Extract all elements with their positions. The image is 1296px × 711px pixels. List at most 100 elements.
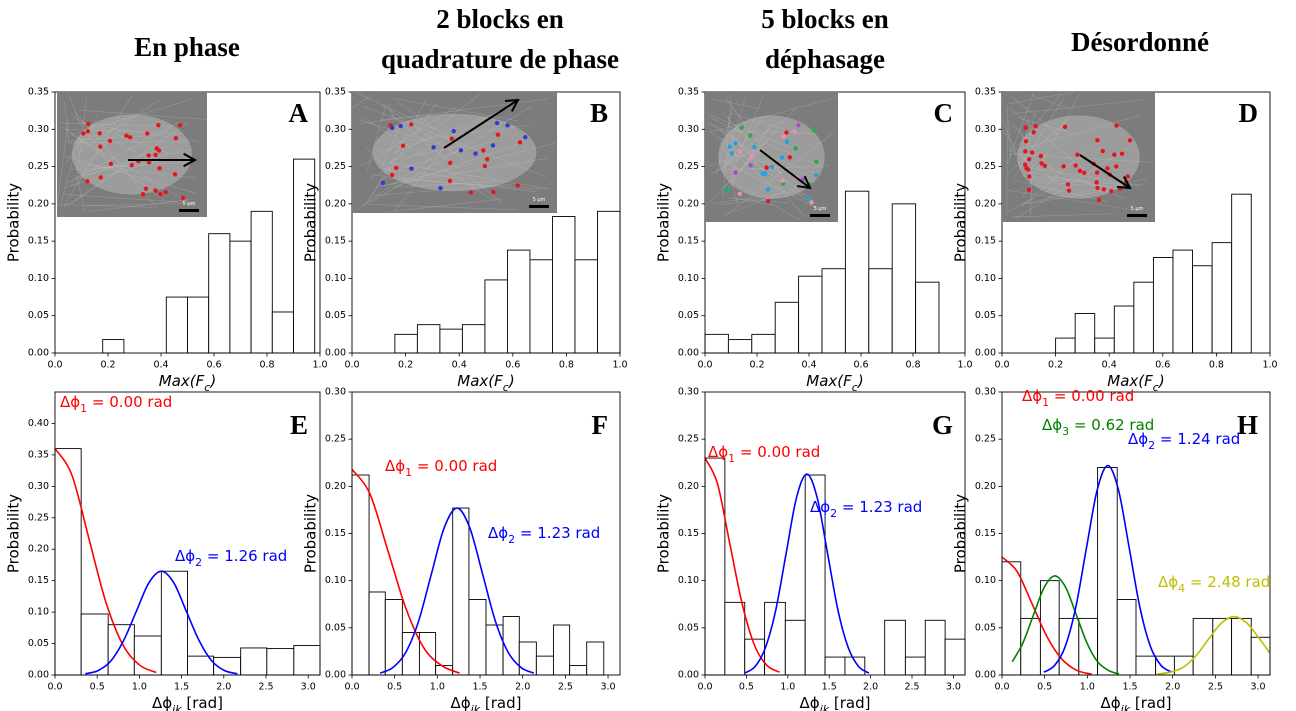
inset-cell — [372, 113, 537, 192]
y-tick-label: 0.10 — [678, 575, 699, 586]
inset-texture — [352, 94, 373, 109]
y-tick-label: 0.00 — [28, 670, 49, 681]
y-tick-label: 0.25 — [975, 434, 996, 445]
y-tick-label: 0.20 — [678, 481, 699, 492]
inset-texture — [1012, 99, 1146, 114]
inset-texture — [80, 98, 162, 151]
x-tick-label: 2.5 — [258, 682, 273, 693]
inset-dot — [124, 133, 129, 138]
inset-dot — [787, 155, 793, 160]
inset-texture — [393, 98, 519, 122]
y-tick-label: 0.10 — [28, 607, 49, 618]
x-tick-label: 0.0 — [344, 682, 359, 693]
column-title: Désordonné — [1071, 27, 1209, 57]
inset-dot — [1119, 151, 1125, 156]
annotation-part: Δϕ — [1158, 573, 1178, 591]
x-tick-label: 3.0 — [1250, 682, 1265, 693]
inset-texture — [390, 198, 502, 212]
bar — [1212, 617, 1233, 676]
bar — [394, 333, 418, 354]
scale-bar — [810, 214, 830, 217]
axes-frame — [54, 391, 321, 676]
y-tick-label: 0.15 — [975, 236, 996, 247]
column-title: 5 blocks en — [761, 4, 889, 34]
x-axis-label-part: ) — [857, 372, 864, 390]
bar — [1116, 599, 1137, 676]
inset-texture — [725, 97, 787, 183]
inset-texture — [726, 162, 820, 210]
bar — [80, 613, 109, 676]
inset-texture — [1006, 189, 1143, 212]
y-tick-label: 0.20 — [28, 544, 49, 555]
inset-dot — [158, 191, 163, 197]
inset-dot — [1031, 130, 1036, 135]
x-tick-label: 0.8 — [905, 360, 920, 371]
axes-frame — [704, 391, 966, 676]
inset-texture — [712, 123, 782, 174]
inset-texture — [388, 104, 395, 121]
inset-texture — [61, 125, 167, 202]
panel: 0.00 0.05 0.10 0.15 0.20 0.25 0.30 0.35 0.0 0.2 0.… — [655, 87, 973, 394]
inset-dot — [814, 159, 819, 164]
inset-texture — [710, 151, 759, 202]
inset-texture — [730, 180, 800, 220]
x-axis-label-part: Δϕ — [1101, 694, 1121, 711]
fit-curve — [379, 507, 535, 674]
inset-dot — [1026, 157, 1032, 162]
inset-texture — [391, 114, 502, 203]
y-tick-label: 0.00 — [678, 670, 699, 681]
inset-dot — [495, 132, 501, 137]
inset-dot — [449, 136, 454, 141]
x-tick-label: 0.6 — [853, 360, 868, 371]
inset-texture — [714, 189, 806, 204]
inset-dot — [1109, 189, 1114, 194]
panel: 0.00 0.05 0.10 0.15 0.20 0.25 0.30 0.35 0.0 0.2 0.… — [302, 87, 628, 394]
inset-texture — [56, 118, 69, 208]
inset-texture — [71, 133, 194, 206]
bar — [384, 599, 403, 676]
inset-texture — [722, 112, 782, 175]
inset-texture — [1009, 106, 1090, 175]
axes-frame — [1001, 391, 1271, 676]
annotation-part: Δϕ — [1022, 387, 1042, 405]
inset-arrow-head — [504, 98, 520, 112]
bar — [784, 619, 806, 676]
inset-texture — [1013, 97, 1065, 179]
inset-dot — [1062, 124, 1068, 130]
y-tick-label: 0.25 — [678, 434, 699, 445]
inset-dot — [784, 139, 790, 144]
y-tick-label: 0.35 — [28, 87, 49, 98]
y-tick-label: 0.05 — [975, 310, 996, 321]
inset-texture — [71, 121, 180, 181]
annotation-part: Δϕ — [1042, 416, 1062, 434]
inset-texture — [723, 117, 764, 168]
inset-texture — [1008, 91, 1074, 104]
bar — [844, 656, 866, 676]
annotation-part: 2 — [195, 556, 202, 569]
inset-dot — [157, 166, 162, 171]
bar — [485, 624, 504, 676]
y-tick-label: 0.15 — [325, 528, 346, 539]
inset-texture — [70, 127, 118, 146]
x-axis-label-part: jk — [469, 703, 481, 711]
inset-texture — [1007, 145, 1058, 184]
inset-texture — [380, 103, 497, 182]
bar — [506, 249, 531, 354]
inset-arrow-head — [183, 152, 198, 168]
x-tick-label: 0.5 — [387, 682, 402, 693]
fit-curve — [85, 570, 238, 675]
inset-dot — [1114, 123, 1119, 128]
panel-letter: B — [590, 98, 608, 128]
inset-texture — [365, 147, 394, 174]
x-axis-label-part: [rad] — [1130, 694, 1171, 711]
inset-texture — [1027, 115, 1031, 136]
inset-dot — [400, 143, 406, 148]
y-tick-label: 0.25 — [678, 161, 699, 172]
inset-dot — [98, 175, 103, 180]
inset-texture — [75, 112, 157, 208]
inset-texture — [1030, 164, 1033, 218]
inset-texture — [368, 105, 533, 204]
inset-texture — [72, 115, 142, 156]
inset-texture — [64, 180, 82, 189]
y-axis-label: Probability — [302, 183, 320, 262]
